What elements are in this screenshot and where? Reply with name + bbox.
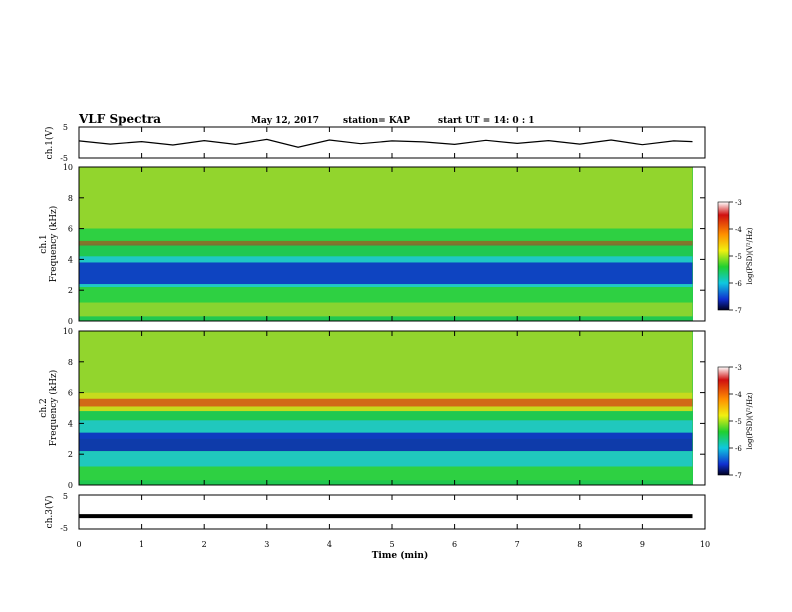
spec1-band: [79, 228, 693, 244]
spec1-ytick-label: 4: [68, 255, 73, 264]
cb1-tick-label: -6: [735, 280, 742, 288]
date-label: May 12, 2017: [251, 116, 319, 126]
cb2-tick-label: -6: [735, 445, 742, 453]
cb1-tick-label: -3: [735, 199, 742, 207]
spec2-ytick-label: 10: [63, 327, 73, 336]
ch1-colorbar-ticks: -3 -4 -5 -6 -7: [729, 199, 742, 315]
ch1-ylabel: ch.1(V): [44, 127, 55, 160]
spec2-band: [79, 432, 693, 452]
spec1-ytick-label: 2: [68, 286, 73, 295]
ch2-spectrogram-panel: ch.2 Frequency (kHz) 0 2 4 6 8 10: [39, 327, 706, 490]
ch1-waveform-panel: ch.1(V) 5 -5: [44, 123, 706, 163]
ch3-ytick-max: 5: [63, 492, 68, 501]
ch1-waveform-trace: [78, 138, 693, 148]
x-tick-label: 1: [139, 540, 144, 549]
ch3-ytick-min: -5: [60, 524, 68, 533]
ch1-colorbar-label: log(PSD)(V²/Hz): [746, 227, 754, 284]
spec2-ytick-label: 8: [68, 358, 73, 367]
ch2-spectrogram-bands: [79, 331, 693, 481]
spec2-band: [79, 331, 693, 393]
ch1-ytick-max: 5: [63, 123, 68, 132]
spec2-ytick-label: 0: [68, 481, 73, 490]
spec2-ytick-label: 6: [68, 389, 73, 398]
ch2-colorbar: -3 -4 -5 -6 -7 log(PSD)(V²/Hz): [717, 364, 754, 480]
ch2-colorbar-label: log(PSD)(V²/Hz): [746, 392, 754, 449]
spec2-band: [79, 466, 693, 481]
spec2-band: [79, 451, 693, 467]
spec1-band: [79, 302, 693, 317]
ch2-spectrogram-ylabel: Frequency (kHz): [48, 370, 59, 447]
cb2-tick-label: -7: [735, 472, 742, 480]
ch2-colorbar-ticks: -3 -4 -5 -6 -7: [729, 364, 742, 480]
ch1-spectrogram-yticks: 0 2 4 6 8 10: [63, 163, 705, 326]
ch2-spectrogram-ylabel-channel: ch.2: [39, 398, 49, 417]
ch3-waveform-frame: [78, 494, 706, 530]
ch2-colorbar-scale: [717, 366, 730, 476]
ch1-spectrogram-bands: [79, 167, 693, 317]
ch1-spectrogram-panel: ch.1 Frequency (kHz) 0 2 4 6 8 10: [39, 163, 706, 326]
cb1-tick-label: -4: [735, 226, 742, 234]
x-tick-label: 3: [264, 540, 269, 549]
start-time-label: start UT = 14: 0 : 1: [438, 116, 535, 126]
x-tick-label: 6: [452, 540, 457, 549]
spec1-band: [79, 240, 693, 246]
ch1-spectrogram-ylabel-channel: ch.1: [39, 234, 49, 253]
ch1-colorbar: -3 -4 -5 -6 -7 log(PSD)(V²/Hz): [717, 199, 754, 315]
cb1-tick-label: -5: [735, 253, 742, 261]
time-axis: 0 1 2 3 4 5 6 7 8 9 10: [76, 127, 710, 549]
cb2-tick-label: -3: [735, 364, 742, 372]
x-axis-label: Time (min): [372, 550, 429, 561]
spec2-ytick-label: 4: [68, 419, 73, 428]
spec1-band: [79, 287, 693, 303]
spec1-ytick-label: 8: [68, 194, 73, 203]
x-tick-label: 10: [700, 540, 710, 549]
ch2-spectrogram-yticks: 0 2 4 6 8 10: [63, 327, 705, 490]
figure-title: VLF Spectra: [78, 112, 161, 126]
x-tick-label: 5: [389, 540, 394, 549]
ch1-ytick-min: -5: [60, 154, 68, 163]
spec1-ytick-label: 0: [68, 317, 73, 326]
spec2-ytick-label: 2: [68, 450, 73, 459]
spec2-band: [79, 398, 693, 407]
x-tick-label: 0: [76, 540, 81, 549]
x-tick-label: 4: [327, 540, 332, 549]
x-tick-label: 2: [202, 540, 207, 549]
ch3-ylabel: ch.3(V): [44, 496, 55, 529]
cb2-tick-label: -5: [735, 418, 742, 426]
spec1-ytick-label: 10: [63, 163, 73, 172]
station-label: station= KAP: [343, 116, 410, 126]
x-tick-label: 7: [515, 540, 520, 549]
ch1-colorbar-scale: [717, 201, 730, 311]
ch1-trace: [78, 138, 693, 148]
spec1-ytick-label: 6: [68, 225, 73, 234]
ch3-waveform-panel: ch.3(V) 5 -5: [44, 492, 706, 533]
x-tick-label: 9: [640, 540, 645, 549]
spec1-band: [79, 262, 693, 285]
ch1-waveform-frame: [78, 126, 706, 159]
spec1-band: [79, 167, 693, 229]
x-tick-label: 8: [577, 540, 582, 549]
ch1-spectrogram-ylabel: Frequency (kHz): [48, 206, 59, 283]
cb2-tick-label: -4: [735, 391, 742, 399]
cb1-tick-label: -7: [735, 307, 742, 315]
